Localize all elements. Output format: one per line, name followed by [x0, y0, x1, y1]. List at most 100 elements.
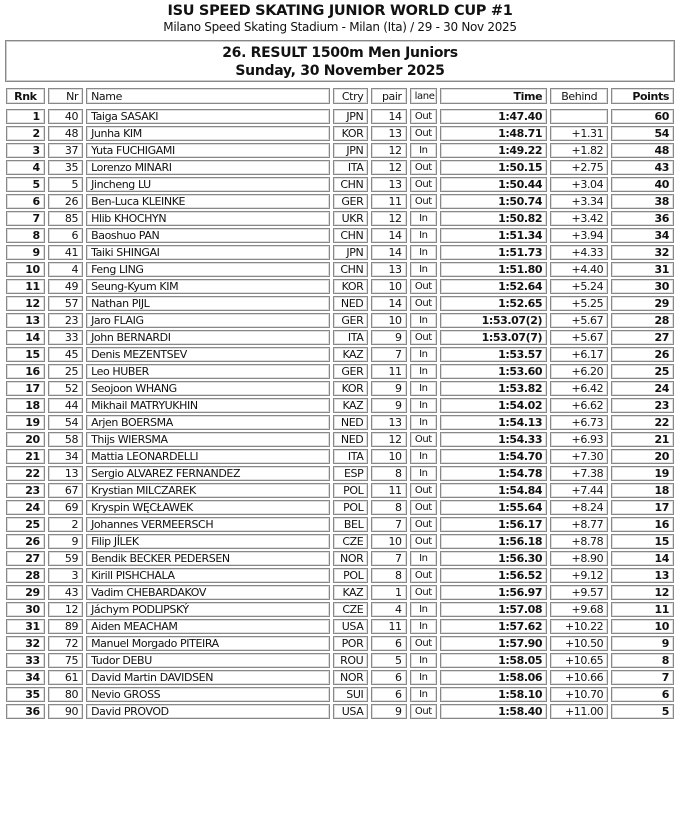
cell-behind: +7.38: [550, 466, 609, 481]
cell-lane: Out: [409, 296, 437, 311]
cell-country: BEL: [333, 517, 369, 532]
cell-nr: 89: [47, 619, 84, 634]
cell-country: NOR: [333, 670, 369, 685]
cell-lane: In: [409, 551, 437, 566]
result-row: 24 69 Kryspin WĘCŁAWEK POL 8 Out 1:55.64 +8.24 1…: [6, 500, 674, 515]
cell-rank: 5: [6, 177, 45, 192]
cell-name: Hlib KHOCHYN: [86, 211, 330, 226]
cell-country: GER: [333, 194, 369, 209]
result-row: 35 80 Nevio GROSS SUI 6 In 1:58.10 +10.70 6: [6, 687, 674, 702]
cell-time: 1:56.52: [440, 568, 548, 583]
cell-country: ITA: [333, 449, 369, 464]
cell-pair: 7: [371, 347, 407, 362]
cell-rank: 18: [6, 398, 45, 413]
cell-lane: Out: [409, 636, 437, 651]
cell-rank: 21: [6, 449, 45, 464]
cell-nr: 5: [47, 177, 84, 192]
cell-nr: 9: [47, 534, 84, 549]
cell-lane: In: [409, 602, 437, 617]
cell-nr: 69: [47, 500, 84, 515]
cell-nr: 48: [47, 126, 84, 141]
col-lane: lane: [409, 88, 437, 104]
cell-country: KOR: [333, 381, 369, 396]
cell-name: Manuel Morgado PITEIRA: [86, 636, 330, 651]
cell-points: 20: [611, 449, 674, 464]
cell-name: Ben-Luca KLEINKE: [86, 194, 330, 209]
cell-rank: 11: [6, 279, 45, 294]
cell-rank: 24: [6, 500, 45, 515]
cell-time: 1:58.05: [440, 653, 548, 668]
cell-behind: +8.78: [550, 534, 609, 549]
cell-nr: 34: [47, 449, 84, 464]
cell-country: CZE: [333, 602, 369, 617]
cell-nr: 59: [47, 551, 84, 566]
cell-points: 60: [611, 109, 674, 124]
cell-pair: 14: [371, 109, 407, 124]
cell-lane: In: [409, 245, 437, 260]
cell-points: 38: [611, 194, 674, 209]
result-row: 36 90 David PROVOD USA 9 Out 1:58.40 +11.00 5: [6, 704, 674, 719]
col-name: Name: [86, 88, 330, 104]
cell-nr: 85: [47, 211, 84, 226]
cell-name: Seung-Kyum KIM: [86, 279, 330, 294]
cell-country: KOR: [333, 279, 369, 294]
cell-nr: 58: [47, 432, 84, 447]
event-date: Sunday, 30 November 2025: [235, 63, 445, 79]
cell-points: 15: [611, 534, 674, 549]
cell-country: GER: [333, 313, 369, 328]
cell-pair: 8: [371, 500, 407, 515]
col-nr: Nr: [47, 88, 84, 104]
cell-name: Jaro FLAIG: [86, 313, 330, 328]
cell-pair: 11: [371, 483, 407, 498]
cell-lane: In: [409, 466, 437, 481]
cell-country: NED: [333, 432, 369, 447]
cell-rank: 23: [6, 483, 45, 498]
cell-country: CHN: [333, 228, 369, 243]
cell-time: 1:51.34: [440, 228, 548, 243]
result-row: 26 9 Filip JÍLEK CZE 10 Out 1:56.18 +8.78 15: [6, 534, 674, 549]
cell-country: JPN: [333, 143, 369, 158]
cell-points: 48: [611, 143, 674, 158]
cell-name: Denis MEZENTSEV: [86, 347, 330, 362]
cell-behind: +2.75: [550, 160, 609, 175]
cell-points: 14: [611, 551, 674, 566]
cell-lane: In: [409, 415, 437, 430]
cell-pair: 10: [371, 279, 407, 294]
cell-pair: 4: [371, 602, 407, 617]
cell-name: Kirill PISHCHALA: [86, 568, 330, 583]
cell-time: 1:50.74: [440, 194, 548, 209]
cell-country: KAZ: [333, 347, 369, 362]
cell-time: 1:57.08: [440, 602, 548, 617]
cell-country: POR: [333, 636, 369, 651]
result-row: 29 43 Vadim CHEBARDAKOV KAZ 1 Out 1:56.97 +9.57…: [6, 585, 674, 600]
cell-points: 7: [611, 670, 674, 685]
cell-lane: In: [409, 211, 437, 226]
cell-pair: 9: [371, 330, 407, 345]
cell-time: 1:54.78: [440, 466, 548, 481]
cell-pair: 10: [371, 534, 407, 549]
event-title-box: 26. RESULT 1500m Men Juniors Sunday, 30 …: [5, 40, 675, 82]
cell-lane: Out: [409, 517, 437, 532]
cell-time: 1:49.22: [440, 143, 548, 158]
results-table: Rnk Nr Name Ctry pair lane Time Behind P…: [3, 86, 677, 721]
result-row: 17 52 Seojoon WHANG KOR 9 In 1:53.82 +6.42 24: [6, 381, 674, 396]
cell-points: 16: [611, 517, 674, 532]
page-header: ISU SPEED SKATING JUNIOR WORLD CUP #1 Mi…: [0, 3, 680, 34]
cell-name: Krystian MILCZAREK: [86, 483, 330, 498]
cell-pair: 7: [371, 517, 407, 532]
cell-name: Baoshuo PAN: [86, 228, 330, 243]
cell-lane: In: [409, 398, 437, 413]
cell-behind: +7.44: [550, 483, 609, 498]
cell-name: Kryspin WĘCŁAWEK: [86, 500, 330, 515]
result-row: 15 45 Denis MEZENTSEV KAZ 7 In 1:53.57 +6.17 26: [6, 347, 674, 362]
cell-lane: In: [409, 364, 437, 379]
cell-behind: +10.70: [550, 687, 609, 702]
cell-points: 13: [611, 568, 674, 583]
cell-points: 22: [611, 415, 674, 430]
cell-lane: Out: [409, 500, 437, 515]
cell-behind: +5.67: [550, 313, 609, 328]
cell-name: Taiki SHINGAI: [86, 245, 330, 260]
cell-rank: 3: [6, 143, 45, 158]
cell-rank: 30: [6, 602, 45, 617]
cell-name: Nathan PIJL: [86, 296, 330, 311]
